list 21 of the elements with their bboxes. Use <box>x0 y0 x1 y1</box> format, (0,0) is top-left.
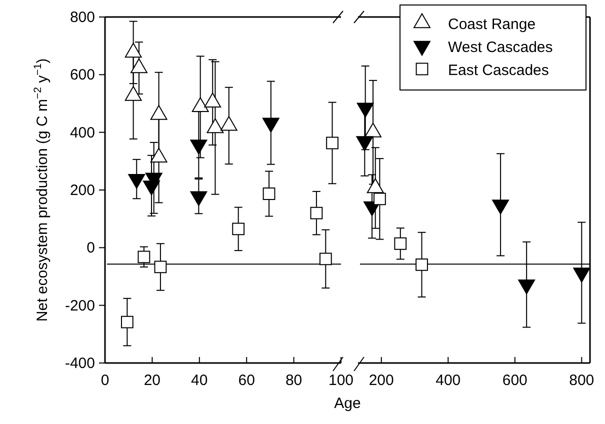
x-tick-label: 600 <box>502 372 528 389</box>
y-tick-label: -200 <box>64 297 95 314</box>
x-tick-label: 60 <box>238 372 255 389</box>
x-tick-label: 80 <box>285 372 302 389</box>
x-tick-label: 20 <box>144 372 161 389</box>
legend-label: West Cascades <box>448 39 553 56</box>
y-tick-label: 200 <box>70 182 95 199</box>
x-axis-title: Age <box>334 395 361 412</box>
legend-label: East Cascades <box>448 62 549 79</box>
y-tick-label: 0 <box>86 240 95 257</box>
x-tick-label: 200 <box>368 372 394 389</box>
x-tick-label: 800 <box>569 372 594 389</box>
x-tick-label: 0 <box>100 372 110 389</box>
y-tick-label: 800 <box>70 9 95 26</box>
x-tick-label: 40 <box>191 372 208 389</box>
x-tick-label: 100 <box>328 372 354 389</box>
x-tick-label: 400 <box>436 372 461 389</box>
legend-label: Coast Range <box>448 16 536 33</box>
y-tick-label: 600 <box>70 66 95 84</box>
y-tick-label: 400 <box>70 124 95 142</box>
y-tick-label: -400 <box>64 355 95 372</box>
